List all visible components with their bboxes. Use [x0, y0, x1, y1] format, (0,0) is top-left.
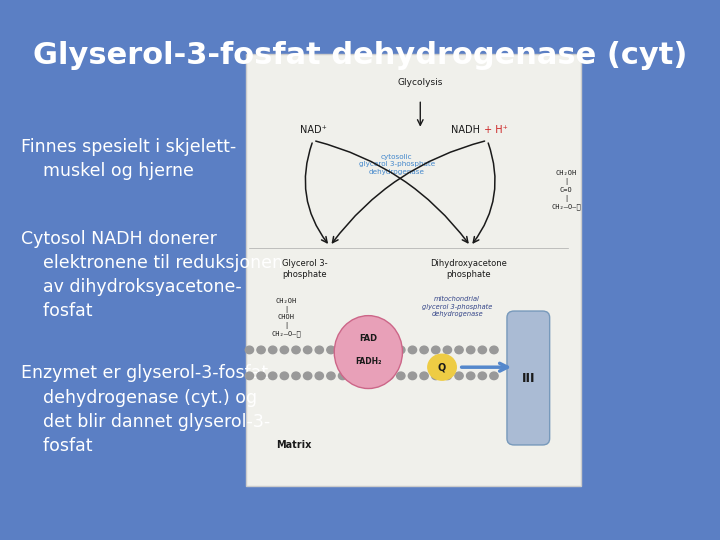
Text: mitochondrial
glycerol 3-phosphate
dehydrogenase: mitochondrial glycerol 3-phosphate dehyd… — [422, 296, 492, 318]
Text: FADH₂: FADH₂ — [355, 357, 382, 366]
Circle shape — [292, 372, 300, 380]
Circle shape — [428, 354, 456, 380]
Text: III: III — [521, 372, 535, 384]
Text: Cytosol NADH donerer
    elektronene til reduksjonen
    av dihydroksyacetone-
 : Cytosol NADH donerer elektronene til red… — [21, 230, 283, 320]
Circle shape — [467, 372, 474, 380]
Circle shape — [431, 346, 440, 354]
Circle shape — [397, 346, 405, 354]
Circle shape — [304, 346, 312, 354]
Text: Glyserol-3-fosfat dehydrogenase (cyt): Glyserol-3-fosfat dehydrogenase (cyt) — [32, 40, 687, 70]
Circle shape — [257, 372, 265, 380]
Circle shape — [444, 372, 451, 380]
Circle shape — [444, 346, 451, 354]
Circle shape — [385, 372, 393, 380]
Circle shape — [467, 346, 474, 354]
Text: CH₂OH
|
CHOH
|
CH₂–O–ⓟ: CH₂OH | CHOH | CH₂–O–ⓟ — [271, 298, 301, 336]
Text: FAD: FAD — [359, 334, 377, 343]
Text: NAD⁺: NAD⁺ — [300, 125, 326, 134]
Circle shape — [374, 346, 382, 354]
Circle shape — [350, 346, 359, 354]
Circle shape — [490, 346, 498, 354]
Text: Glycolysis: Glycolysis — [397, 78, 443, 86]
Circle shape — [455, 346, 463, 354]
Circle shape — [338, 346, 347, 354]
Circle shape — [280, 346, 289, 354]
Text: Matrix: Matrix — [276, 440, 312, 450]
Text: Finnes spesielt i skjelett-
    muskel og hjerne: Finnes spesielt i skjelett- muskel og hj… — [21, 138, 236, 180]
Circle shape — [374, 372, 382, 380]
Circle shape — [350, 372, 359, 380]
Text: CH₂OH
|
C=O
|
CH₂–O–ⓟ: CH₂OH | C=O | CH₂–O–ⓟ — [551, 170, 581, 210]
Circle shape — [327, 346, 335, 354]
Circle shape — [431, 372, 440, 380]
Text: Enzymet er glyserol-3-fosfat
    dehydrogenase (cyt.) og
    det blir dannet gly: Enzymet er glyserol-3-fosfat dehydrogena… — [21, 364, 270, 455]
FancyBboxPatch shape — [246, 54, 581, 486]
Circle shape — [246, 372, 253, 380]
Text: Q: Q — [438, 362, 446, 372]
Circle shape — [280, 372, 289, 380]
Circle shape — [408, 372, 417, 380]
Circle shape — [257, 346, 265, 354]
Text: Glycerol 3-
phosphate: Glycerol 3- phosphate — [282, 259, 328, 279]
Circle shape — [304, 372, 312, 380]
Circle shape — [292, 346, 300, 354]
Text: cytosolic
glycerol 3-phosphate
dehydrogenase: cytosolic glycerol 3-phosphate dehydroge… — [359, 154, 435, 174]
Circle shape — [361, 346, 370, 354]
Circle shape — [385, 346, 393, 354]
Circle shape — [315, 372, 323, 380]
Circle shape — [269, 372, 277, 380]
Circle shape — [478, 372, 487, 380]
Circle shape — [490, 372, 498, 380]
Circle shape — [478, 346, 487, 354]
Ellipse shape — [334, 315, 402, 389]
Circle shape — [246, 346, 253, 354]
FancyBboxPatch shape — [507, 311, 549, 445]
Text: NADH: NADH — [451, 125, 480, 134]
Circle shape — [397, 372, 405, 380]
Circle shape — [455, 372, 463, 380]
Circle shape — [408, 346, 417, 354]
Circle shape — [315, 346, 323, 354]
Circle shape — [269, 346, 277, 354]
Circle shape — [420, 346, 428, 354]
Circle shape — [327, 372, 335, 380]
Circle shape — [420, 372, 428, 380]
Text: + H⁺: + H⁺ — [482, 125, 508, 134]
Circle shape — [338, 372, 347, 380]
Circle shape — [361, 372, 370, 380]
Text: Dihydroxyacetone
phosphate: Dihydroxyacetone phosphate — [431, 259, 508, 279]
